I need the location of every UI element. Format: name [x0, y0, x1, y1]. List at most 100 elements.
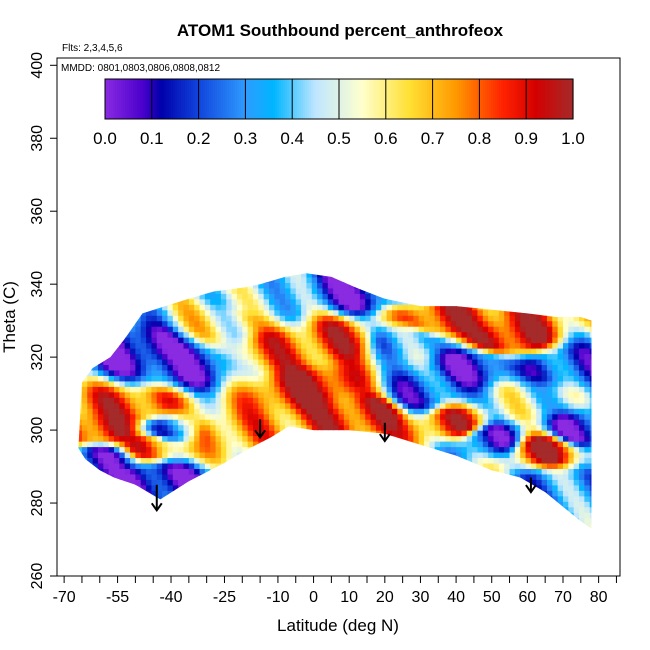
heatmap-cell	[498, 413, 505, 420]
heatmap-cell	[338, 397, 345, 404]
heatmap-cell	[498, 386, 505, 393]
heatmap-cell	[349, 298, 356, 305]
heatmap-cell	[456, 304, 463, 311]
heatmap-cell	[445, 402, 452, 409]
heatmap-cell	[274, 331, 281, 338]
heatmap-cell	[370, 375, 377, 382]
heatmap-cell	[231, 309, 238, 316]
heatmap-cell	[146, 451, 153, 459]
heatmap-cell	[488, 309, 495, 316]
heatmap-cell	[488, 326, 495, 333]
heatmap-cell	[269, 413, 275, 420]
heatmap-cell	[407, 430, 414, 437]
heatmap-cell	[204, 408, 211, 415]
heatmap-cell	[252, 441, 259, 448]
heatmap-cell	[579, 413, 585, 420]
heatmap-cell	[178, 441, 185, 448]
heatmap-cell	[541, 479, 548, 486]
heatmap-cell	[546, 435, 553, 442]
heatmap-cell	[81, 408, 88, 415]
heatmap-cell	[178, 413, 185, 420]
heatmap-cell	[525, 462, 532, 469]
heatmap-cell	[520, 408, 527, 415]
heatmap-cell	[317, 276, 324, 283]
heatmap-cell	[456, 430, 463, 437]
heatmap-cell	[493, 386, 500, 393]
heatmap-cell	[263, 282, 270, 289]
heatmap-cell	[573, 435, 580, 442]
heatmap-cell	[429, 386, 436, 393]
heatmap-cell	[204, 293, 211, 300]
heatmap-cell	[434, 309, 441, 316]
heatmap-cell	[172, 348, 179, 355]
heatmap-cell	[162, 391, 169, 398]
heatmap-cell	[236, 293, 243, 300]
heatmap-cell	[488, 348, 495, 355]
heatmap-cell	[418, 342, 425, 349]
heatmap-cell	[301, 331, 308, 338]
heatmap-cell	[354, 293, 361, 300]
heatmap-cell	[365, 358, 372, 366]
heatmap-cell	[87, 441, 94, 448]
heatmap-cell	[247, 293, 254, 300]
heatmap-cell	[509, 358, 516, 366]
heatmap-cell	[178, 451, 185, 459]
heatmap-cell	[204, 326, 211, 333]
heatmap-cell	[509, 320, 516, 327]
heatmap-cell	[210, 342, 217, 349]
heatmap-cell	[504, 315, 511, 322]
heatmap-cell	[301, 369, 308, 376]
heatmap-cell	[530, 386, 537, 393]
heatmap-cell	[188, 386, 195, 393]
heatmap-cell	[493, 408, 500, 415]
heatmap-cell	[386, 315, 393, 322]
heatmap-cell	[381, 369, 388, 376]
heatmap-cell	[397, 380, 404, 387]
heatmap-cell	[167, 419, 174, 426]
heatmap-cell	[194, 441, 201, 448]
heatmap-cell	[274, 424, 281, 431]
heatmap-cell	[573, 462, 580, 469]
heatmap-cell	[477, 364, 484, 371]
heatmap-cell	[573, 391, 580, 398]
heatmap-cell	[263, 408, 270, 415]
heatmap-cell	[573, 348, 580, 355]
heatmap-cell	[258, 287, 265, 294]
heatmap-cell	[349, 380, 356, 387]
heatmap-cell	[231, 315, 238, 322]
heatmap-cell	[119, 348, 126, 355]
heatmap-cell	[509, 419, 516, 426]
heatmap-cell	[472, 358, 479, 366]
heatmap-cell	[477, 326, 484, 333]
heatmap-cell	[204, 369, 211, 376]
heatmap-cell	[279, 304, 286, 311]
heatmap-cell	[215, 413, 222, 420]
heatmap-cell	[589, 380, 592, 387]
heatmap-cell	[311, 364, 318, 371]
heatmap-cell	[461, 430, 468, 437]
heatmap-cell	[146, 358, 153, 366]
heatmap-cell	[215, 298, 222, 305]
heatmap-cell	[301, 419, 308, 426]
heatmap-cell	[557, 320, 564, 327]
heatmap-cell	[156, 309, 163, 316]
heatmap-cell	[103, 435, 110, 442]
heatmap-cell	[589, 386, 592, 393]
heatmap-cell	[498, 446, 505, 453]
heatmap-cell	[552, 315, 559, 322]
heatmap-cell	[231, 287, 238, 294]
heatmap-cell	[333, 391, 340, 398]
heatmap-cell	[413, 413, 420, 420]
heatmap-cell	[456, 348, 463, 355]
heatmap-cell	[285, 342, 291, 349]
heatmap-cell	[199, 320, 206, 327]
heatmap-cell	[552, 462, 559, 469]
heatmap-cell	[434, 397, 441, 404]
heatmap-cell	[440, 441, 446, 448]
heatmap-cell	[370, 337, 377, 344]
heatmap-cell	[215, 375, 222, 382]
heatmap-cell	[333, 331, 340, 338]
heatmap-cell	[557, 408, 564, 415]
heatmap-cell	[536, 397, 543, 404]
heatmap-cell	[343, 364, 350, 371]
